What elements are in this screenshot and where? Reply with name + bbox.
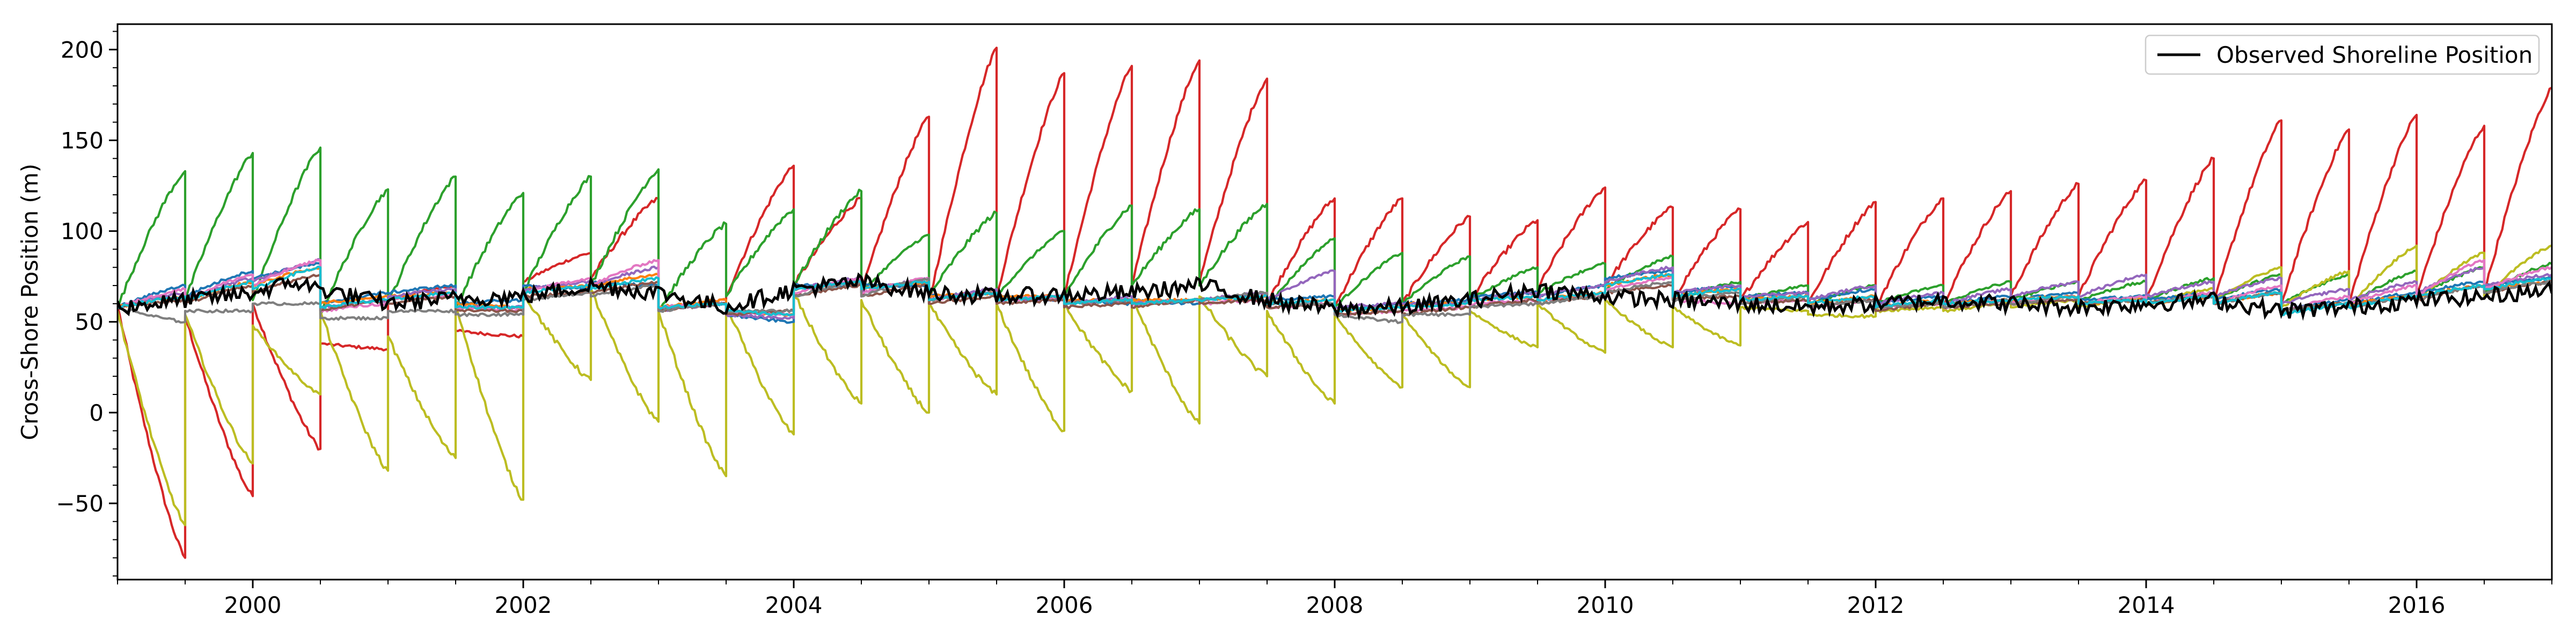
y-tick-label: 150 xyxy=(61,127,104,153)
x-tick-label: 2008 xyxy=(1306,592,1364,618)
legend-label: Observed Shoreline Position xyxy=(2216,42,2533,68)
x-tick-label: 2004 xyxy=(765,592,823,618)
legend-box xyxy=(2145,34,2540,75)
legend: Observed Shoreline Position xyxy=(2145,34,2540,75)
plot-area xyxy=(118,46,2552,559)
x-tick-label: 2014 xyxy=(2118,592,2175,618)
y-axis-label: Cross-Shore Position (m) xyxy=(17,164,43,440)
x-tick-label: 2016 xyxy=(2388,592,2446,618)
x-tick-label: 2000 xyxy=(224,592,282,618)
y-tick-label: −50 xyxy=(56,491,104,517)
x-tick-label: 2006 xyxy=(1036,592,1093,618)
x-tick-label: 2010 xyxy=(1577,592,1634,618)
y-tick-label: 100 xyxy=(61,218,104,245)
observed-shoreline-line xyxy=(118,272,2552,321)
x-axis: 2000 2002 2004 2006 2008 2010 2012 2014 2016 xyxy=(117,580,2552,618)
y-tick-label: 50 xyxy=(75,309,104,335)
y-axis: −50 0 50 100 150 200 xyxy=(56,31,118,577)
y-tick-label: 0 xyxy=(89,400,104,426)
x-tick-label: 2002 xyxy=(495,592,552,618)
y-tick-label: 200 xyxy=(61,36,104,63)
x-tick-label: 2012 xyxy=(1847,592,1905,618)
